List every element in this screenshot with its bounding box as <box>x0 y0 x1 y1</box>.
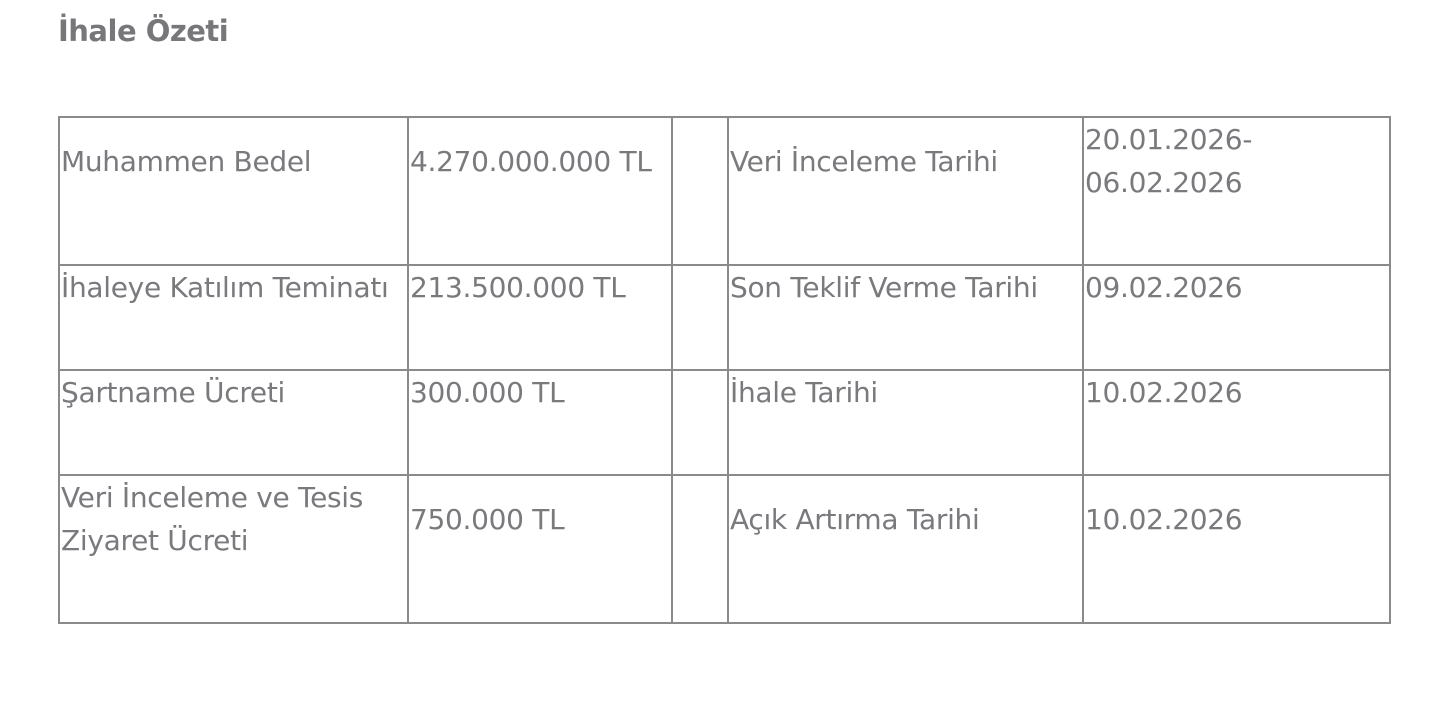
spacer-cell <box>671 369 729 476</box>
row-value: 20.01.2026-06.02.2026 <box>1082 116 1391 266</box>
row-value-text: 750.000 TL <box>410 502 565 536</box>
row-label: Veri İnceleme ve Tesis Ziyaret Ücreti <box>58 474 409 624</box>
row-label: İhale Tarihi <box>727 369 1084 476</box>
spacer-cell-text <box>674 498 727 541</box>
row-value: 09.02.2026 <box>1082 264 1391 371</box>
row-value-text: 20.01.2026-06.02.2026 <box>1085 123 1253 199</box>
row-value-text: 300.000 TL <box>410 376 565 409</box>
row-label-text: Açık Artırma Tarihi <box>730 502 980 536</box>
table-row: Şartname Ücreti 300.000 TL İhale Tarihi 10… <box>58 369 1391 476</box>
spacer-cell-text <box>674 266 727 309</box>
row-label: Şartname Ücreti <box>58 369 409 476</box>
row-label-text: Veri İnceleme ve Tesis Ziyaret Ücreti <box>61 481 364 557</box>
spacer-cell <box>671 116 729 266</box>
row-value-text: 09.02.2026 <box>1085 271 1243 304</box>
row-value-text: 10.02.2026 <box>1085 376 1243 409</box>
row-label: Veri İnceleme Tarihi <box>727 116 1084 266</box>
row-label-text: İhale Tarihi <box>730 376 878 409</box>
row-label: Son Teklif Verme Tarihi <box>727 264 1084 371</box>
page-title: İhale Özeti <box>58 14 229 48</box>
row-label-text: İhaleye Katılım Teminatı <box>61 271 389 304</box>
row-value-text: 10.02.2026 <box>1085 502 1243 536</box>
row-value: 750.000 TL <box>407 474 673 624</box>
table-row: İhaleye Katılım Teminatı 213.500.000 TL S… <box>58 264 1391 371</box>
row-value-text: 213.500.000 TL <box>410 271 626 304</box>
row-value: 300.000 TL <box>407 369 673 476</box>
table-row: Muhammen Bedel 4.270.000.000 TL Veri İnce… <box>58 116 1391 266</box>
row-label: Açık Artırma Tarihi <box>727 474 1084 624</box>
row-value: 10.02.2026 <box>1082 369 1391 476</box>
row-value: 4.270.000.000 TL <box>407 116 673 266</box>
row-label-text: Şartname Ücreti <box>61 376 285 409</box>
row-value: 213.500.000 TL <box>407 264 673 371</box>
spacer-cell <box>671 474 729 624</box>
row-label: İhaleye Katılım Teminatı <box>58 264 409 371</box>
row-label-text: Veri İnceleme Tarihi <box>730 144 998 178</box>
row-label-text: Muhammen Bedel <box>61 144 312 178</box>
row-label: Muhammen Bedel <box>58 116 409 266</box>
row-value-text: 4.270.000.000 TL <box>410 144 652 178</box>
spacer-cell-text <box>674 371 727 414</box>
row-value: 10.02.2026 <box>1082 474 1391 624</box>
tender-summary-table: Muhammen Bedel 4.270.000.000 TL Veri İnce… <box>58 116 1391 624</box>
spacer-cell <box>671 264 729 371</box>
table-row: Veri İnceleme ve Tesis Ziyaret Ücreti 750… <box>58 474 1391 624</box>
spacer-cell-text <box>674 140 727 183</box>
row-label-text: Son Teklif Verme Tarihi <box>730 271 1038 304</box>
